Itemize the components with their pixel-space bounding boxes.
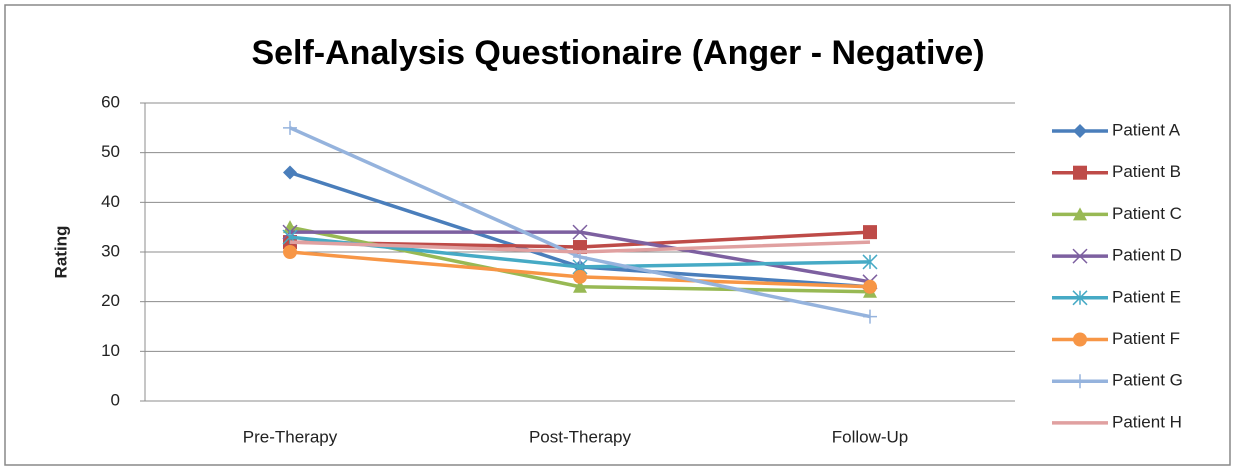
- y-tick-label: 30: [101, 241, 120, 260]
- legend-marker: [1072, 290, 1088, 306]
- y-tick-label: 20: [101, 291, 120, 310]
- marker: [573, 279, 587, 293]
- legend-label: Patient G: [1112, 371, 1183, 390]
- marker: [283, 220, 297, 234]
- y-tick-label: 50: [101, 142, 120, 161]
- marker: [863, 225, 877, 240]
- marker: [863, 309, 877, 324]
- marker: [283, 120, 297, 135]
- chart-border: [4, 4, 1231, 466]
- legend-marker: [1073, 332, 1087, 347]
- legend-marker: [1073, 165, 1087, 180]
- y-tick-label: 10: [101, 341, 120, 360]
- legend-label: Patient H: [1112, 412, 1182, 431]
- marker: [863, 279, 877, 294]
- marker: [572, 224, 588, 240]
- legend-marker: [1072, 248, 1088, 264]
- x-tick-label: Follow-Up: [832, 427, 909, 446]
- legend-label: Patient D: [1112, 246, 1182, 265]
- y-axis-title: Rating: [51, 226, 70, 279]
- y-tick-label: 40: [101, 192, 120, 211]
- legend-label: Patient C: [1112, 204, 1182, 223]
- legend-marker: [1073, 124, 1087, 138]
- legend-label: Patient A: [1112, 120, 1181, 139]
- series-line: [289, 240, 871, 254]
- chart-title: Self-Analysis Questionaire (Anger - Nega…: [251, 34, 984, 72]
- marker: [283, 245, 297, 259]
- y-tick-label: 60: [101, 92, 120, 111]
- marker: [573, 269, 587, 284]
- legend-label: Patient B: [1112, 162, 1181, 181]
- y-tick-label: 0: [111, 390, 120, 409]
- x-tick-label: Pre-Therapy: [243, 427, 338, 446]
- legend-label: Patient E: [1112, 287, 1181, 306]
- legend-label: Patient F: [1112, 329, 1180, 348]
- marker: [283, 165, 297, 180]
- legend-marker: [1073, 374, 1087, 389]
- x-tick-label: Post-Therapy: [529, 427, 632, 446]
- marker: [862, 254, 878, 270]
- legend-marker: [1073, 207, 1087, 221]
